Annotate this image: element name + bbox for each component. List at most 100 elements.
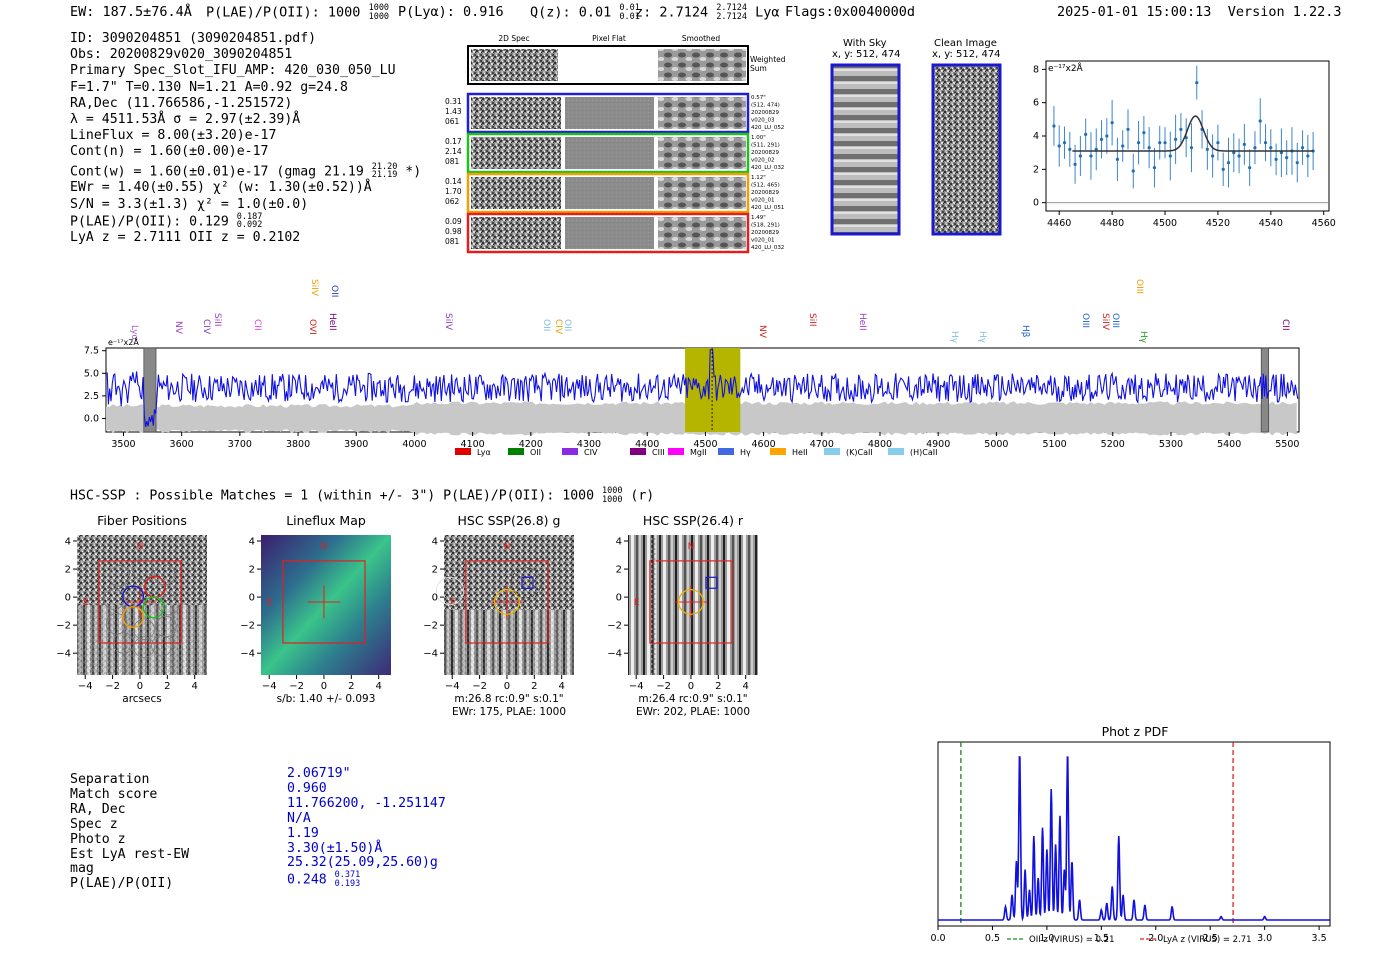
spec-xlabel-5: 4000 [402,439,426,450]
spec-xlabel-20: 5500 [1275,439,1299,450]
cutout-right-4-2: (518, 291) [751,223,780,229]
cutout-right-1-2: (512, 474) [751,103,780,109]
line-label-20: SiIV [1100,313,1110,331]
hsc-xlabel-3-0: −4 [629,681,644,692]
zoom-point-7 [1089,154,1093,158]
line-label-21: OIII [1110,313,1120,328]
zoom-point-26 [1189,146,1194,150]
cutout-right-4-3: 20200829 [751,230,779,236]
fiber-grey-7 [155,615,177,638]
zoom-point-16 [1136,141,1141,145]
hsc-ylabel-1-3: −2 [240,621,255,632]
spec-xlabel-9: 4400 [635,439,659,450]
cutout-right-1-3: 20200829 [751,110,779,116]
hsc-xlabel-1-4: 4 [375,681,381,692]
sky-cutouts [830,63,1002,236]
zoom-point-5 [1078,154,1082,158]
zoom-point-36 [1242,142,1246,146]
hsc-ylabel-2-1: 2 [432,565,438,576]
legend-swatch-1 [508,448,524,455]
zoom-point-23 [1173,137,1178,141]
hsc-caption1-3: m:26.4 rc:0.9" s:0.1" [638,693,747,705]
zoom-point-2 [1062,141,1067,145]
hsc-search-box-0 [98,560,182,644]
line-label-1: NV [173,321,183,335]
hsc-xlabel-0-4: 4 [191,681,197,692]
fiber-grey-3 [103,588,125,610]
cutout-left-3-3: 062 [445,197,460,206]
legend-label-7: (K)CaII [846,448,873,457]
spec-xlabel-18: 5300 [1159,439,1183,450]
legend-label-2: CIV [584,448,598,457]
line-label-6: SiIV [309,279,319,297]
cutout-left-3-1: 0.14 [445,177,462,186]
hsc-panel-image-3 [628,535,758,675]
cutout-left-3-2: 1.70 [445,187,462,196]
line-label-11: CIV [553,319,563,335]
line-label-17: Hγ [977,331,987,344]
cutout-left-1-3: 061 [445,117,460,126]
hsc-east-3: E [634,598,640,608]
zoom-point-3 [1068,147,1072,151]
line-label-7: HeII [327,313,337,331]
legend-lya-label: LyA z (VIRUS) = 2.71 [1163,935,1252,945]
zoom-chart: e⁻¹⁷x2Å 4460 4480 4500 4520 4540 4560 0 2 4 6 8 [1033,60,1336,229]
hsc-ylabel-0-3: −2 [56,621,71,632]
clean-xy: x, y: 512, 474 [932,49,1001,60]
cutout-left-4-2: 0.98 [445,227,462,236]
hsc-north-1: N [321,542,328,552]
photz-xlabel-1: 0.5 [985,933,1000,944]
zoom-point-29 [1205,147,1209,151]
header-plya: P(Lyα): 0.916 [398,4,504,20]
info-lyaz: LyA z = 2.7111 OII z = 0.2102 [70,230,301,246]
zoom-point-4 [1073,162,1077,166]
hsc-xlabel-2-2: 0 [504,681,510,692]
cutout-left-4-1: 0.09 [445,217,462,226]
hsc-xlabel-2-4: 4 [558,681,564,692]
match-value-radec: 11.766200, -1.251147 [287,795,446,811]
cutout-2dspec-4 [471,217,561,249]
zoom-ylabel-3: 6 [1033,98,1039,109]
match-value-plae: 0.248 0.371 0.193 [287,870,361,889]
match-labels: Separation Match score RA, Dec Spec z Ph… [70,772,189,892]
line-label-22: OIII [1134,279,1144,294]
line-label-24: CII [1280,319,1290,331]
hsc-panel-image-1 [261,535,391,675]
photz-xlabel-3: 1.5 [1094,933,1109,944]
legend-swatch-4 [668,448,684,455]
line-label-10: OII [541,319,551,331]
hsc-east-1: E [267,598,273,608]
hsc-panel-title-1: Lineflux Map [286,513,366,528]
cutout-right-1-5: 420_LU_052 [751,125,784,131]
hsc-xlabel-0-0: −4 [78,681,93,692]
cutout-flat-4 [565,217,654,249]
spec-xlabel-3: 3800 [286,439,310,450]
hsc-xlabel-1-1: −2 [289,681,304,692]
line-label-5: OVI [307,319,317,335]
hsc-panel-title-2: HSC SSP(26.8) g [458,513,561,528]
match-value-lyaew: 3.30(±1.50)Å [287,840,383,856]
info-sn: S/N = 3.3(±1.3) χ² = 1.0(±0.0) [70,196,309,212]
fiber-grey-5 [106,613,128,635]
hsc-ylabel-3-3: −2 [607,621,622,632]
photz-ticks: 0.0 0.5 1.0 1.5 2.0 2.5 3.0 3.5 [930,926,1327,944]
header-plae: P(LAE)/P(OII): 1000 1000 1000 [206,3,390,22]
zoom-point-0 [1052,124,1056,128]
cutout-right-3-1: 1.12" [751,175,766,181]
spectrum-line [106,349,1299,428]
legend-label-1: OII [530,448,541,457]
zoom-point-19 [1152,166,1157,170]
hsc-xlabel-0-3: 2 [164,681,170,692]
hsc-ylabel-3-4: −4 [607,649,622,660]
hsc-north-0: N [137,542,144,552]
cutout-flat-2 [565,137,654,169]
spec-xlabel-1: 3600 [170,439,194,450]
legend-swatch-3 [630,448,646,455]
spec-xlabel-11: 4600 [752,439,776,450]
hsc-ylabel-3-0: 4 [616,537,622,548]
hsc-panel-title-3: HSC SSP(26.4) r [643,513,744,528]
info-radec: RA,Dec (11.766586,-1.251572) [70,95,293,111]
zoom-point-32 [1221,167,1225,171]
cutout-right-4-4: v020_01 [751,238,775,244]
hsc-caption2-3: EWr: 202, PLAE: 1000 [636,706,750,718]
